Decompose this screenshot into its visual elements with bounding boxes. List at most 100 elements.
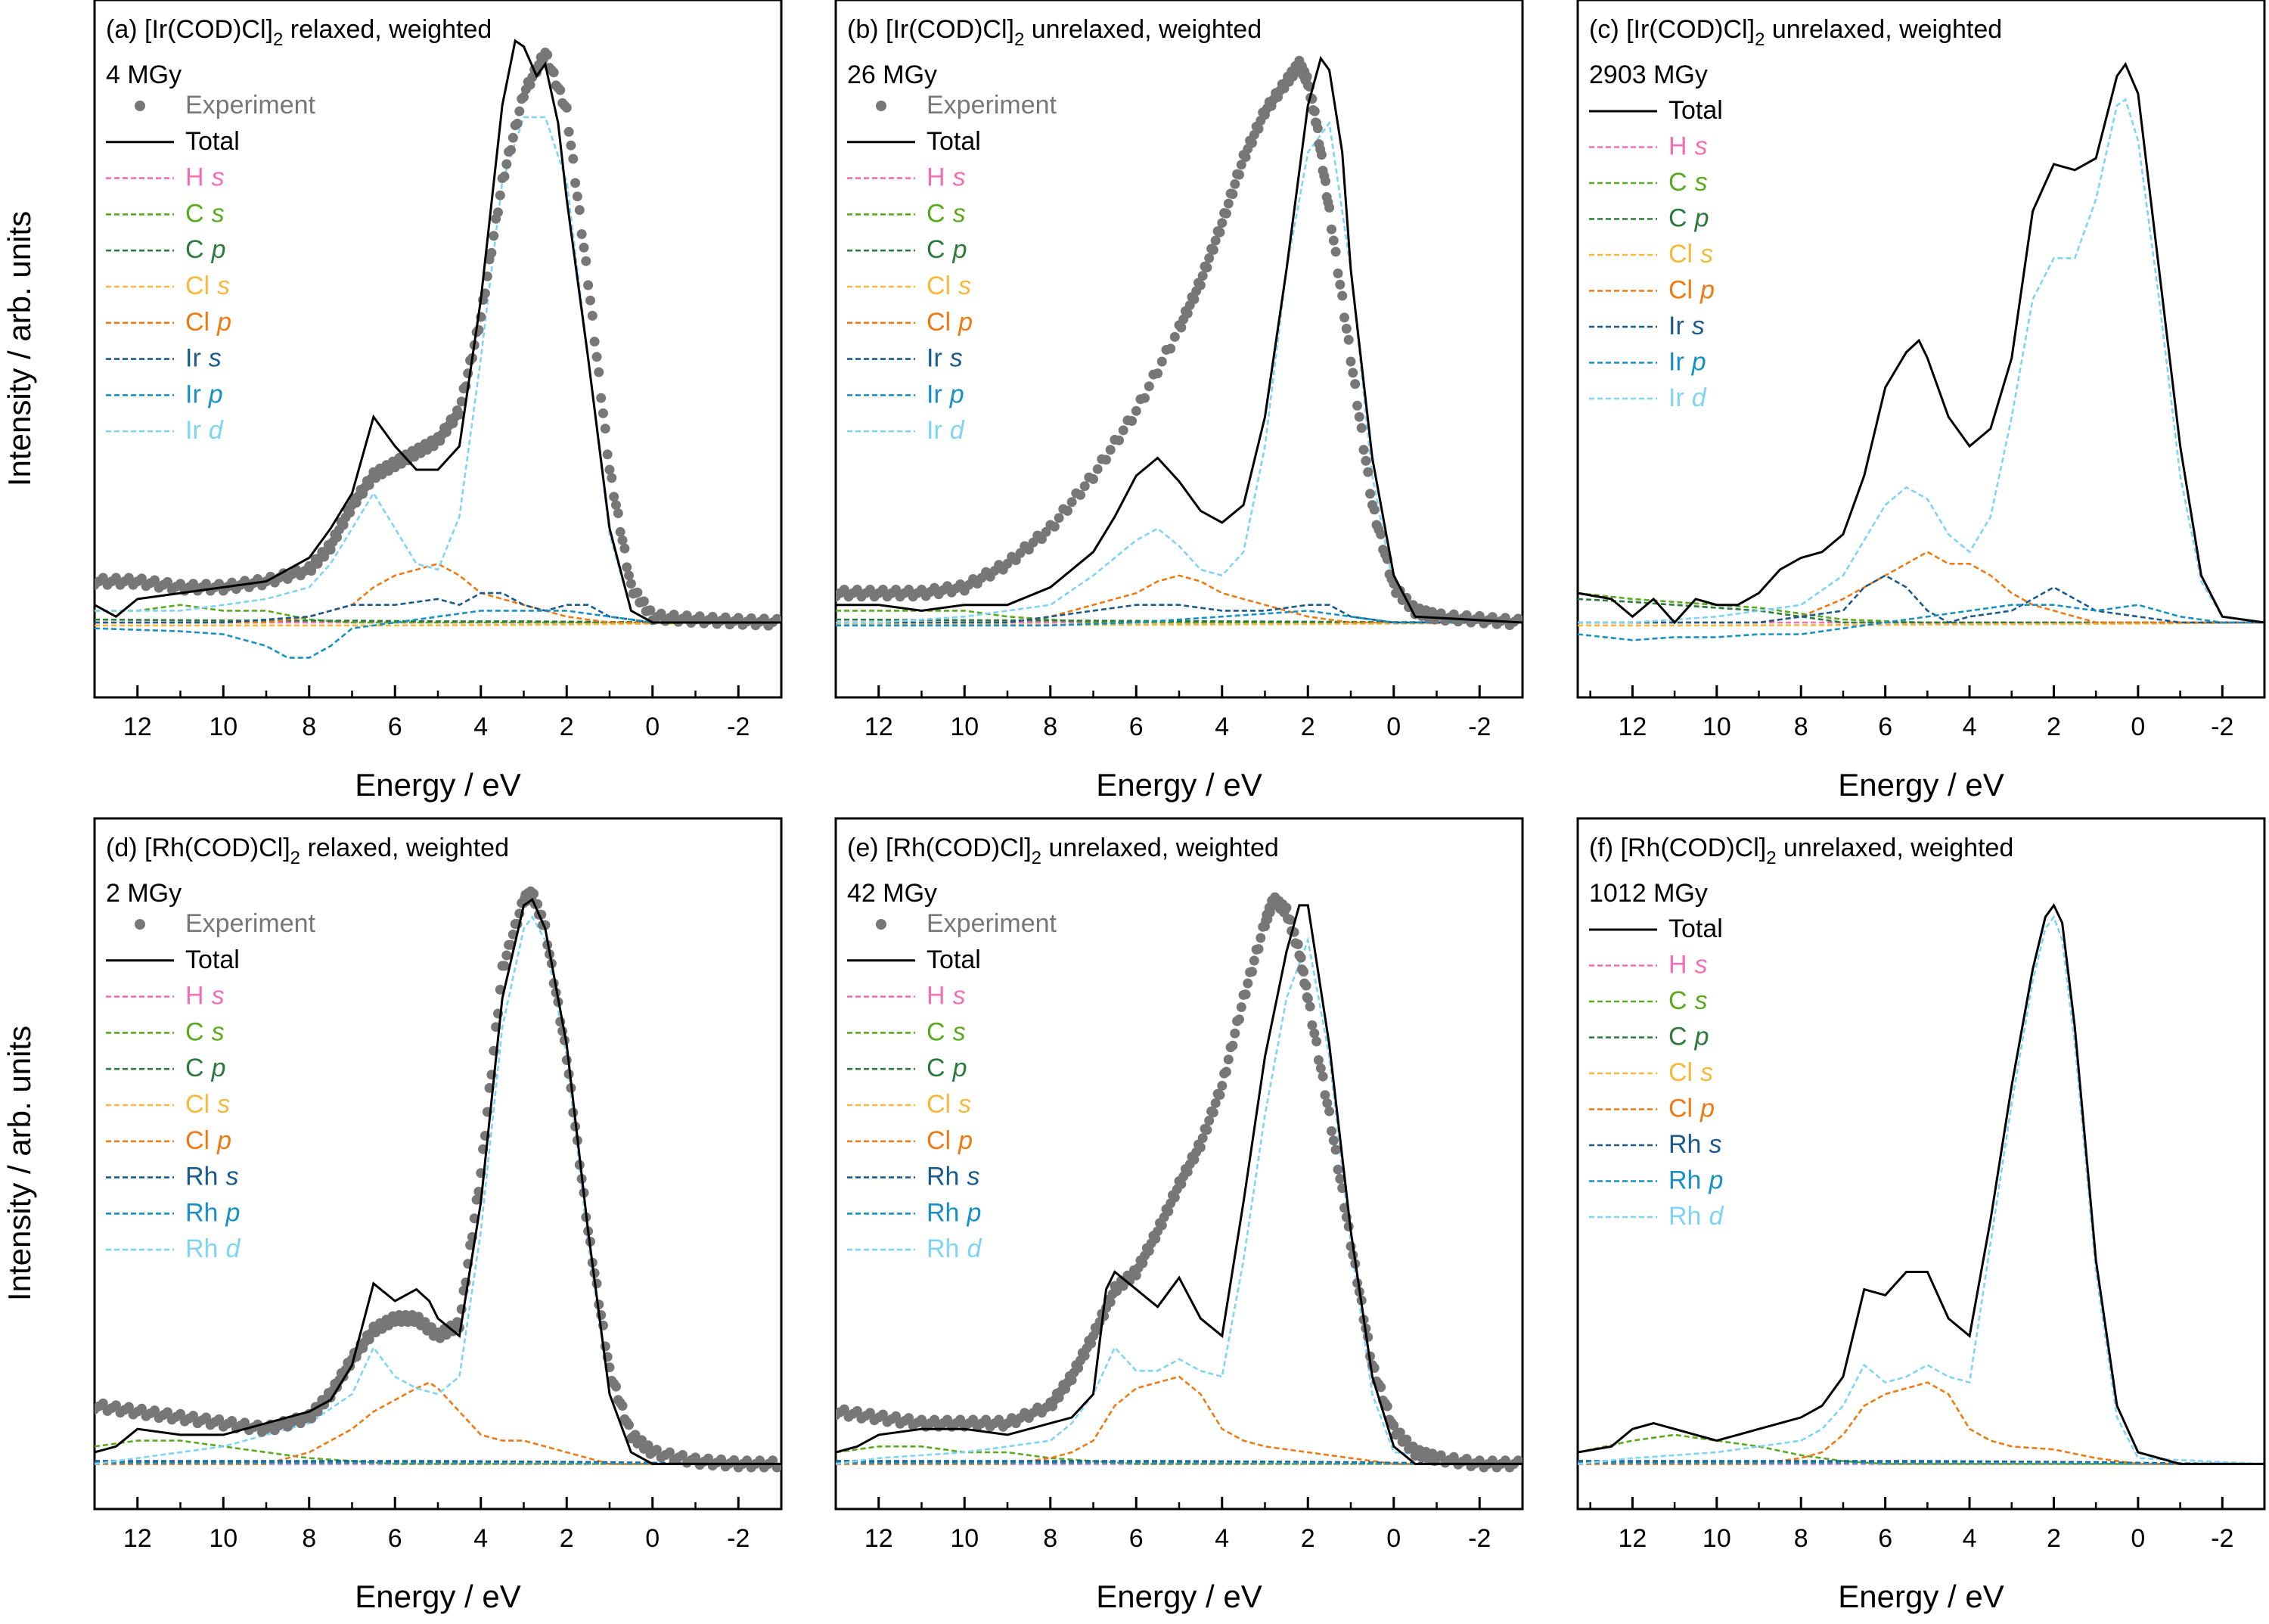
experiment-point [1436,608,1446,619]
experiment-point [1243,978,1253,989]
experiment-point [638,596,649,607]
experiment-point [1217,1080,1228,1091]
legend-label: Experiment [927,909,1057,938]
experiment-point [1049,521,1060,532]
experiment-point [561,102,572,113]
experiment-point [110,573,121,583]
experiment-point [1316,150,1327,160]
experiment-point [839,1404,849,1414]
experiment-point [495,190,505,200]
experiment-point [163,1407,172,1418]
legend-label: Ir s [185,344,222,373]
legend-label: Rh s [185,1163,238,1191]
series-c-s-line [836,1445,1522,1465]
experiment-point [499,961,510,971]
experiment-point [1215,227,1225,238]
experiment-point [591,352,602,362]
experiment-point [1293,939,1303,949]
experiment-point [1309,1028,1320,1039]
x-tick-label: 6 [1878,713,1892,741]
experiment-point [1195,280,1206,290]
experiment-point [771,613,781,624]
experiment-point [1144,1246,1154,1256]
experiment-point [1240,989,1251,1000]
panel-title: (f) [Rh(COD)Cl]2 unrelaxed, weighted [1589,834,2013,868]
panel-title-rest: unrelaxed, weighted [1777,834,2014,862]
x-tick-label: 10 [209,713,237,741]
experiment-point [1324,1106,1335,1116]
experiment-point [1330,1144,1341,1155]
experiment-point [904,585,914,595]
experiment-point [1343,1222,1354,1231]
plot-frame [1576,0,2266,699]
experiment-point [1144,381,1154,392]
series-ir-p-line [95,610,781,659]
experiment-point [581,256,591,266]
x-tick-label: 0 [2131,1524,2145,1553]
experiment-point [615,526,625,537]
series-c-s-line [95,1439,781,1465]
experiment-point [1176,322,1187,333]
experiment-point [1328,235,1339,246]
x-tick-label: 12 [1619,1524,1647,1553]
experiment-point [1339,312,1349,323]
series-rh-p-line [1578,1461,2264,1465]
experiment-point [201,579,211,589]
x-axis-label: Energy / eV [1838,767,2004,803]
legend-label: Cl s [185,272,230,300]
dose-label: 2 MGy [106,879,182,908]
x-tick-label: 6 [388,1524,402,1553]
experiment-point [1302,71,1312,82]
experiment-point [1234,1014,1244,1025]
legend-label: Total [927,127,981,156]
legend-label: Cl p [927,308,973,337]
legend-label: Ir d [1668,383,1707,412]
experiment-point [1330,247,1341,257]
experiment-point [1138,1258,1148,1268]
experiment-point [1436,1450,1446,1461]
x-tick-label: -2 [2211,1524,2233,1553]
experiment-point [622,562,632,573]
x-tick-label: 12 [1619,713,1647,741]
x-tick-label: 4 [473,713,488,741]
experiment-point [1036,534,1047,545]
x-tick-label: 8 [302,1524,316,1553]
series-cl-p-line [836,574,1522,624]
dose-label: 42 MGy [847,879,937,908]
x-tick-label: 10 [950,1524,979,1553]
experiment-point [1302,993,1313,1004]
experiment-point [1228,189,1238,200]
experiment-point [607,473,617,483]
experiment-point [611,1381,621,1392]
experiment-point [574,205,585,216]
experiment-point [1376,529,1386,539]
series-ir-p-line [836,610,1522,627]
experiment-point [1299,967,1309,977]
experiment-point [839,585,849,595]
experiment-point [542,50,553,60]
experiment-point [1221,208,1231,219]
experiment-point [1086,1338,1097,1349]
experiment-point [98,573,108,583]
x-tick-label: 8 [1043,1524,1057,1553]
experiment-point [694,611,705,622]
x-tick-label: 2 [2047,1524,2061,1553]
legend-label: Cl s [1668,240,1713,269]
x-tick-label: 12 [864,1524,893,1553]
x-tick-label: 10 [1703,1524,1731,1553]
legend-label: Cl s [927,1090,971,1119]
experiment-point [691,1452,700,1463]
series-cl-p-line [1578,551,2264,624]
panel-title-subscript: 2 [1014,29,1024,50]
x-tick-label: 8 [1794,1524,1808,1553]
experiment-point [123,1402,134,1412]
legend-label: Ir d [927,416,965,445]
experiment-point [1228,1040,1238,1051]
legend-label: Cl p [185,308,231,337]
x-tick-label: 6 [1878,1524,1892,1553]
experiment-point [1350,379,1361,390]
